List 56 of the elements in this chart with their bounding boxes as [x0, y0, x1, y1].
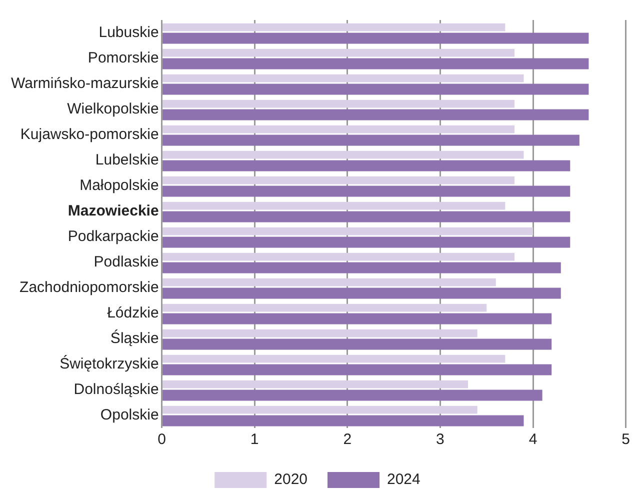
- x-tick-label: 0: [158, 431, 166, 448]
- y-tick-label: Śląskie: [110, 328, 159, 347]
- y-tick-label: Kujawsko-pomorskie: [20, 126, 159, 143]
- bar: [162, 48, 514, 57]
- y-tick-label: Opolskie: [100, 406, 159, 424]
- bar: [162, 380, 468, 388]
- bar: [162, 23, 506, 32]
- y-tick-label: Pomorskie: [88, 49, 159, 66]
- bar: [162, 364, 552, 376]
- y-tick-label: Warmińsko-mazurskie: [11, 74, 159, 92]
- bar: [162, 227, 534, 236]
- y-tick-label: Podlaskie: [94, 253, 159, 270]
- x-tick-label: 1: [250, 431, 259, 448]
- bar: [162, 32, 589, 44]
- bar: [162, 109, 589, 120]
- bar: [162, 278, 496, 286]
- bar: [162, 406, 478, 414]
- bar: [162, 186, 570, 197]
- legend-label: 2020: [274, 471, 308, 488]
- y-tick-label: Wielkopolskie: [67, 100, 159, 118]
- bar: [162, 211, 570, 222]
- y-tick-label: Świętokrzyskie: [60, 354, 159, 372]
- bar: [162, 125, 514, 134]
- bar: [162, 176, 514, 184]
- bar: [162, 150, 524, 159]
- bar: [162, 338, 552, 350]
- y-tick-label: Małopolskie: [80, 176, 159, 194]
- bar: [162, 160, 570, 172]
- bar: [162, 74, 524, 82]
- bar: [162, 288, 561, 299]
- bar: [162, 390, 542, 401]
- y-tick-label: Zachodniopomorskie: [20, 278, 159, 296]
- y-tick-label: Podkarpackie: [68, 228, 159, 245]
- y-tick-label: Mazowieckie: [68, 202, 159, 220]
- y-tick-label: Lubelskie: [95, 151, 159, 168]
- x-tick-label: 5: [622, 431, 630, 448]
- y-tick-label: Lubuskie: [98, 24, 159, 41]
- bar: [162, 304, 487, 312]
- bar: [162, 354, 506, 363]
- bar: [162, 134, 580, 146]
- legend-label: 2024: [387, 471, 420, 488]
- bar: [162, 84, 589, 95]
- bar: [162, 415, 524, 426]
- bar: [162, 329, 478, 338]
- bar: [162, 252, 514, 261]
- x-tick-label: 3: [436, 431, 444, 448]
- x-tick-label: 2: [343, 431, 352, 448]
- bar: [162, 236, 570, 248]
- bar: [162, 202, 506, 210]
- bar: [162, 58, 589, 70]
- y-tick-label: Dolnośląskie: [74, 380, 159, 398]
- x-tick-label: 4: [528, 431, 538, 448]
- bar: [162, 262, 561, 274]
- bar: [162, 313, 552, 324]
- y-tick-label: Łódzkie: [107, 304, 159, 322]
- bar: [162, 100, 514, 108]
